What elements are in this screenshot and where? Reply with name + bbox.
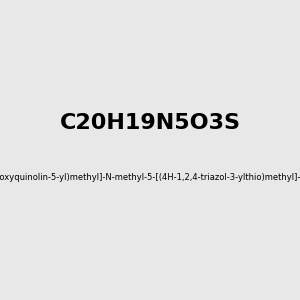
Text: C20H19N5O3S: C20H19N5O3S	[59, 113, 241, 133]
Text: N-[(8-methoxyquinolin-5-yl)methyl]-N-methyl-5-[(4H-1,2,4-triazol-3-ylthio)methyl: N-[(8-methoxyquinolin-5-yl)methyl]-N-met…	[0, 172, 300, 182]
